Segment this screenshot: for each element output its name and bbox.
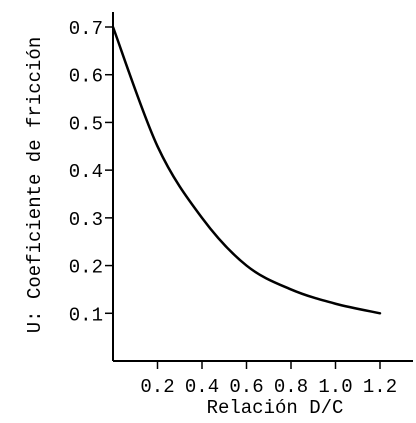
y-axis-title: U: Coeficiente de fricción xyxy=(24,37,46,333)
x-tick-label-2: 0.6 xyxy=(229,376,263,398)
x-axis-title: Relación D/C xyxy=(207,397,344,419)
y-tick-label-5: 0.6 xyxy=(69,66,103,88)
x-tick-label-5: 1.2 xyxy=(363,376,397,398)
chart-axes xyxy=(112,12,413,362)
y-tick-label-4: 0.5 xyxy=(69,113,103,135)
x-tick-label-0: 0.2 xyxy=(140,376,174,398)
y-tick-label-6: 0.7 xyxy=(69,18,103,40)
y-tick-label-2: 0.3 xyxy=(69,209,103,231)
y-tick-label-3: 0.4 xyxy=(69,161,103,183)
y-tick-label-1: 0.2 xyxy=(69,257,103,279)
x-tick-label-4: 1.0 xyxy=(318,376,352,398)
x-tick-label-3: 0.8 xyxy=(274,376,308,398)
chart-tick-labels: 0.2 0.4 0.6 0.8 1.0 1.2 0.1 0.2 0.3 0.4 0.5 0.6 0.7 xyxy=(69,18,397,398)
chart-series-layer xyxy=(111,25,382,315)
y-tick-label-0: 0.1 xyxy=(69,304,103,326)
x-tick-label-1: 0.4 xyxy=(185,376,219,398)
chart-ticks xyxy=(105,26,381,369)
series-line-0 xyxy=(111,25,382,315)
